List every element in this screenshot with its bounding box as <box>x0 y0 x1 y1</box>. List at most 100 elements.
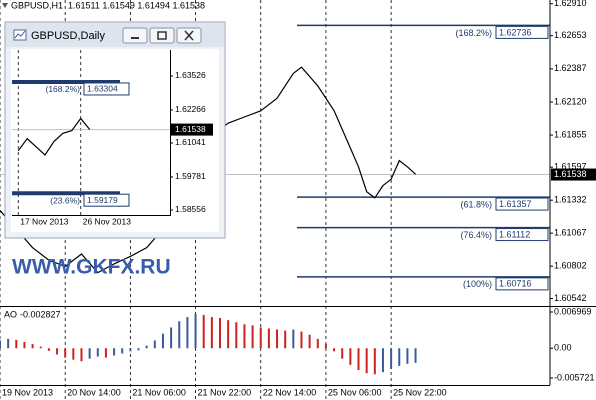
ao-bar <box>292 329 295 349</box>
chart-title: GBPUSD,H1 1.61511 1.61549 1.61494 1.6153… <box>11 0 205 10</box>
ao-bar <box>373 348 376 375</box>
ao-bar <box>390 348 393 370</box>
minimize-button[interactable] <box>122 27 148 44</box>
watermark: WWW.GKFX.RU <box>12 256 171 279</box>
current-price-box <box>171 123 213 136</box>
ao-bar <box>398 348 401 366</box>
ao-bar <box>406 348 409 364</box>
window-title: GBPUSD,Daily <box>31 30 105 42</box>
ao-bar <box>121 348 124 354</box>
level-price-label: 1.61112 <box>499 229 530 239</box>
ao-bar <box>414 348 417 363</box>
y-tick-label: 1.61067 <box>554 228 587 238</box>
window-icon <box>14 30 26 39</box>
indicator-value: -0.002827 <box>20 309 61 319</box>
ao-bar <box>153 340 156 349</box>
level-label-box <box>495 197 549 211</box>
y-tick-label: 1.60802 <box>554 261 587 271</box>
level-label-box <box>495 25 549 39</box>
ao-panel: 0.006969 0.00 -0.005721 AO -0.002827 <box>0 306 595 382</box>
ao-bar <box>23 342 26 349</box>
level-percent-label: (100%) <box>463 279 492 289</box>
y-tick-label: 1.58556 <box>175 204 206 214</box>
ao-bar <box>365 348 368 374</box>
close-icon <box>184 30 194 41</box>
current-price-label: 1.61538 <box>554 169 587 179</box>
maximize-icon <box>157 31 167 40</box>
price-line <box>17 117 91 156</box>
ao-bar <box>235 322 238 349</box>
ao-bar <box>276 329 279 349</box>
ao-bar <box>219 318 221 349</box>
ao-bar <box>88 348 91 359</box>
y-tick-label: 0.006969 <box>554 306 592 316</box>
ao-bar <box>300 331 303 349</box>
current-price-label: 1.61538 <box>175 124 206 134</box>
ao-bar <box>7 338 10 349</box>
level-percent-label: (23.6%) <box>50 195 80 205</box>
ao-bar <box>308 334 311 349</box>
ao-bar <box>113 348 116 356</box>
y-tick-label: 1.59781 <box>175 171 206 181</box>
x-tick-label: 17 Nov 2013 <box>20 216 68 226</box>
ao-bar <box>31 344 34 349</box>
ao-bar <box>15 339 18 349</box>
x-tick-label: 25 Nov 06:00 <box>328 387 382 397</box>
level-label-box <box>83 82 130 96</box>
ao-bar <box>284 330 287 349</box>
level-label-box <box>495 277 549 291</box>
ao-bar <box>80 348 83 362</box>
y-tick-label: -0.005721 <box>554 372 595 382</box>
ao-bar <box>202 314 205 349</box>
ao-bar <box>0 340 1 349</box>
price-line <box>0 66 417 274</box>
ao-bar <box>56 348 59 355</box>
daily-chart: 1.63526 1.62266 1.61041 1.59781 1.58556 17 No… <box>12 50 213 226</box>
y-tick-label: 1.61332 <box>554 195 587 205</box>
ao-bar <box>129 348 132 352</box>
y-tick-label: 1.62120 <box>554 96 587 106</box>
level-percent-label: (168.2%) <box>455 28 492 38</box>
ao-bar <box>64 348 67 358</box>
y-tick-label: 1.62653 <box>554 30 587 40</box>
ao-bar <box>96 348 99 357</box>
symbol-icon <box>2 3 8 8</box>
maximize-button[interactable] <box>149 27 175 44</box>
x-tick-label: 21 Nov 06:00 <box>132 387 186 397</box>
ao-bar <box>145 345 148 349</box>
ao-bar <box>341 348 344 359</box>
ao-bar <box>186 317 189 349</box>
ao-bar <box>381 348 384 373</box>
ao-bar <box>333 348 336 352</box>
ao-bar <box>47 348 50 351</box>
y-tick-label: 1.60542 <box>554 293 587 303</box>
x-tick-label: 22 Nov 14:00 <box>263 387 317 397</box>
ao-bar <box>227 320 230 349</box>
ao-bar <box>137 348 140 351</box>
ao-bar <box>251 325 254 349</box>
ao-bar <box>267 328 270 349</box>
y-tick-label: 1.62910 <box>554 0 587 8</box>
level-price-label: 1.59179 <box>87 195 118 205</box>
ao-bar <box>104 348 107 358</box>
ao-bar <box>39 346 42 349</box>
y-tick-label: 1.61597 <box>554 162 587 172</box>
level-price-label: 1.61357 <box>499 199 532 209</box>
level-price-label: 1.62736 <box>499 27 532 37</box>
level-price-label: 1.63304 <box>87 84 118 94</box>
y-tick-label: 1.62387 <box>554 63 587 73</box>
ao-bar <box>243 324 246 349</box>
x-tick-label: 20 Nov 14:00 <box>67 387 121 397</box>
level-price-label: 1.60716 <box>499 279 532 289</box>
y-tick-label: 1.61855 <box>554 129 587 139</box>
x-tick-label: 26 Nov 2013 <box>83 216 131 226</box>
level-label-box <box>495 228 549 242</box>
indicator-name: AO <box>4 309 17 319</box>
daily-window[interactable]: GBPUSD,Daily 1.63526 1.62266 1.61041 1.5978… <box>4 21 226 239</box>
ao-bar <box>178 321 181 349</box>
ao-bar <box>161 333 164 349</box>
x-tick-label: 19 Nov 2013 <box>2 387 53 397</box>
level-percent-label: (76.4%) <box>460 230 492 240</box>
level-percent-label: (168.2%) <box>46 84 81 94</box>
